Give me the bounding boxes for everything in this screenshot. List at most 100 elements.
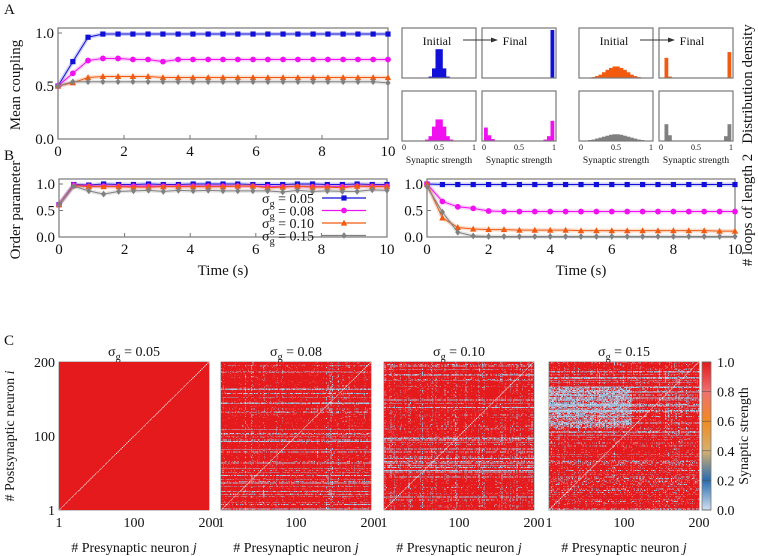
- data-point: [309, 74, 317, 81]
- data-point: [717, 233, 723, 240]
- histogram-x-tick-label: 0: [402, 143, 406, 152]
- histogram-bar: [668, 135, 672, 141]
- data-point: [439, 181, 445, 188]
- data-point: [562, 208, 569, 215]
- data-point: [234, 56, 241, 63]
- histogram-bar: [428, 136, 433, 141]
- data-point: [516, 226, 523, 233]
- data-point: [562, 226, 569, 233]
- heatmap-x-tick-label: 100: [614, 516, 635, 531]
- data-point: [608, 208, 615, 215]
- heatmap-x-tick-label: 100: [449, 516, 470, 531]
- data-point: [160, 188, 166, 195]
- legend-value: = 0.08: [275, 205, 314, 220]
- data-point: [160, 183, 167, 190]
- data-point: [486, 233, 492, 240]
- data-point: [531, 208, 538, 215]
- data-point: [205, 78, 211, 86]
- data-point: [685, 208, 692, 215]
- data-point: [577, 227, 585, 234]
- data-point: [655, 181, 661, 188]
- data-point: [309, 188, 316, 195]
- histogram-frame: [401, 90, 477, 142]
- data-point: [355, 78, 361, 86]
- data-point: [385, 56, 391, 63]
- data-point: [205, 56, 212, 63]
- title-value: = 0.15: [611, 345, 650, 360]
- data-point: [175, 31, 181, 37]
- data-point: [116, 188, 122, 195]
- data-point: [369, 74, 377, 81]
- data-point: [454, 224, 461, 231]
- y-tick-label: 0.5: [36, 204, 55, 220]
- data-point: [190, 187, 196, 195]
- title-value: = 0.10: [446, 345, 485, 360]
- data-point: [219, 183, 227, 190]
- initial-final-annotation: Initial Final: [600, 34, 705, 48]
- data-point: [609, 233, 615, 240]
- histogram-x-tick-label: 1: [552, 143, 556, 152]
- data-point: [339, 188, 345, 195]
- data-point: [205, 186, 211, 194]
- data-point: [235, 78, 241, 86]
- loops-ylabel: # loops of length 2: [740, 154, 756, 267]
- histogram-bar: [619, 67, 624, 78]
- data-point: [355, 31, 361, 37]
- data-point: [235, 187, 241, 195]
- heatmap-xlabel: # Presynaptic neuron j: [561, 541, 687, 556]
- data-point: [279, 183, 286, 190]
- data-point: [501, 181, 507, 188]
- histogram-bar: [484, 127, 488, 141]
- histogram-bar: [633, 76, 638, 78]
- histogram-bar: [623, 135, 627, 141]
- data-point: [686, 181, 692, 188]
- data-point: [624, 181, 630, 188]
- histogram-x-tick-label: 1: [472, 143, 476, 152]
- heatmap-axes: σg = 0.051 100 200# Presynaptic neuron j11…: [34, 345, 220, 556]
- histogram-xlabel: Synaptic strength: [583, 156, 649, 166]
- legend-label: σg = 0.10: [262, 217, 314, 235]
- colorbar-tick-label: 0.6: [717, 415, 735, 430]
- histogram-frame: [481, 90, 557, 142]
- histogram-bar: [605, 135, 610, 141]
- data-point: [189, 183, 197, 190]
- data-point: [86, 187, 92, 195]
- histogram-bar: [612, 134, 617, 141]
- data-point: [701, 181, 707, 188]
- synaptic-matrix-heatmap: [384, 362, 534, 510]
- data-point: [385, 31, 391, 37]
- data-point: [265, 187, 271, 195]
- data-point: [85, 34, 91, 40]
- sigma-symbol: σ: [262, 192, 270, 207]
- data-point: [264, 74, 272, 81]
- data-point: [563, 233, 569, 240]
- data-point: [547, 233, 553, 240]
- data-point: [145, 31, 151, 37]
- data-point: [55, 82, 61, 90]
- data-point: [100, 183, 107, 190]
- loops-xlabel: Time (s): [556, 263, 607, 279]
- histogram-bar: [449, 139, 454, 141]
- histogram-bar: [724, 136, 728, 141]
- heatmap-y-tick-label: 1: [48, 504, 55, 519]
- synaptic-matrix-heatmap: [221, 362, 371, 510]
- histogram-x-tick-label: 0: [659, 143, 663, 152]
- heatmap-ylabel: # Postsynaptic neuron i: [3, 370, 18, 501]
- data-point: [624, 208, 631, 215]
- heatmap-xlabel-text: # Presynaptic neuron: [71, 541, 193, 556]
- x-tick-label: 0: [55, 242, 63, 258]
- data-point: [325, 78, 331, 86]
- histogram-bar: [547, 136, 551, 141]
- histogram-x-tick-label: 0.5: [611, 143, 621, 152]
- histogram-frame: [578, 27, 654, 79]
- data-point: [130, 187, 137, 195]
- histogram-bar: [491, 139, 495, 141]
- heatmap-x-tick-label: 200: [689, 516, 710, 531]
- data-point: [470, 205, 477, 212]
- data-point: [310, 56, 316, 63]
- histogram-xlabel: Synaptic strength: [663, 156, 729, 166]
- legend-label: σg = 0.05: [262, 192, 314, 210]
- x-tick-label: 2: [485, 242, 493, 258]
